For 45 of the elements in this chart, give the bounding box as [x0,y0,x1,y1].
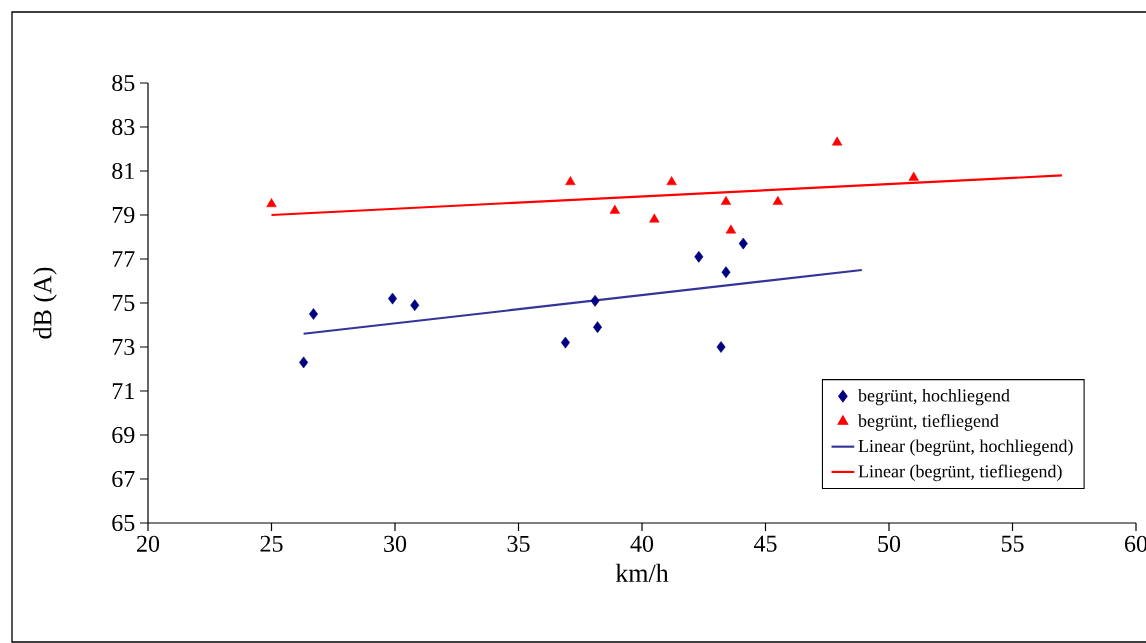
legend-label: Linear (begrünt, hochliegend) [858,439,1073,456]
y-tick-label: 83 [112,118,135,136]
x-tick-label: 45 [753,535,777,552]
y-tick-label: 67 [112,470,135,488]
x-tick-label: 55 [1001,535,1024,552]
y-tick-label: 79 [112,206,135,224]
point [725,224,737,234]
point [565,176,576,186]
x-tick-label: 20 [137,535,160,552]
legend-label: begrünt, tiefliegend [858,414,999,431]
y-tick-label: 85 [112,74,135,92]
point [560,336,570,349]
legend-label: begrünt, hochliegend [858,388,1010,406]
y-tick-label: 75 [112,295,135,311]
x-tick-label: 50 [878,535,901,552]
x-axis-title: km/h [615,563,669,583]
legend-label: Linear (begrünt, tiefliegend) [858,464,1062,482]
point [649,213,660,223]
point [908,171,919,181]
point [772,195,783,205]
x-tick-label: 25 [260,535,283,552]
x-tick-label: 35 [507,535,530,552]
point [716,341,726,353]
point [738,237,748,250]
y-tick-label: 77 [112,251,135,267]
point [266,198,277,208]
point [666,176,677,186]
point [832,136,843,146]
point [593,321,603,334]
y-axis-title: dB (A) [33,267,57,339]
point [299,356,309,369]
point [590,294,600,307]
point [609,204,620,214]
y-tick-label: 73 [112,338,135,356]
y-tick-label: 71 [112,383,134,399]
x-tick-label: 30 [384,535,407,552]
x-tick-label: 40 [630,535,654,552]
y-tick-label: 65 [112,514,135,532]
point [309,308,318,320]
point [694,250,704,263]
point [721,266,731,279]
y-tick-label: 81 [112,162,134,180]
y-tick-label: 69 [112,426,135,444]
point [720,195,732,205]
point [410,299,420,312]
